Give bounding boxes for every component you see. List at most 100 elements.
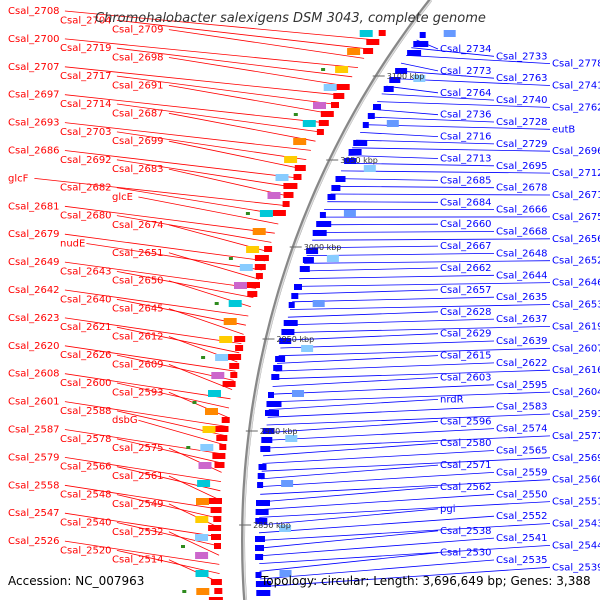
- forward-strand-gene: [306, 248, 319, 254]
- function-category-box: [363, 165, 376, 172]
- forward-strand-gene: [258, 464, 267, 470]
- label-connector: [168, 308, 244, 335]
- kbp-label: 3000 kbp: [304, 243, 342, 252]
- forward-strand-gene: [255, 536, 265, 542]
- gene-label-left: Csal_2703: [60, 127, 112, 138]
- forward-strand-gene: [413, 41, 429, 47]
- gene-label-right: Csal_2762: [552, 102, 600, 113]
- function-category-box: [200, 444, 214, 451]
- gene-label-right: Csal_2574: [496, 424, 548, 435]
- label-connector: [262, 450, 495, 464]
- label-connector: [264, 428, 495, 441]
- label-connector: [64, 233, 265, 262]
- gene-label-left: Csal_2566: [60, 462, 112, 473]
- forward-strand-gene: [383, 86, 394, 92]
- forward-strand-gene: [255, 518, 268, 524]
- label-connector: [116, 522, 220, 547]
- function-category-box: [302, 120, 316, 127]
- gene-label-right: Csal_2764: [440, 88, 492, 99]
- label-connector: [266, 413, 551, 426]
- label-connector: [168, 475, 221, 501]
- gene-label-right: Csal_2535: [496, 555, 548, 566]
- gene-label-left: Csal_2679: [8, 229, 60, 240]
- reverse-strand-gene: [221, 417, 230, 423]
- gene-label-left: Csal_2717: [60, 71, 112, 82]
- function-category-box: [198, 462, 212, 469]
- forward-strand-gene: [255, 572, 262, 578]
- forward-strand-gene: [281, 329, 295, 335]
- label-connector: [138, 196, 279, 225]
- label-connector: [259, 508, 439, 526]
- gene-label-right: Csal_2550: [496, 489, 548, 500]
- gene-label-left: Csal_2698: [112, 53, 164, 64]
- label-connector: [260, 566, 551, 588]
- label-connector: [138, 419, 225, 446]
- accession-text: Accession: NC_007963: [8, 574, 144, 588]
- label-connector: [116, 215, 272, 243]
- label-connector: [168, 140, 303, 170]
- reverse-strand-gene: [283, 192, 294, 198]
- gene-label-right: Csal_2778: [552, 59, 600, 70]
- label-connector: [116, 159, 294, 188]
- label-connector: [283, 326, 551, 333]
- gene-label-left: Csal_2645: [112, 304, 164, 315]
- function-category-box: [443, 30, 456, 37]
- function-category-box: [208, 390, 221, 397]
- gene-label-right: Csal_2733: [496, 51, 548, 62]
- label-connector: [260, 472, 495, 487]
- forward-strand-gene: [407, 50, 422, 56]
- function-category-box: [228, 300, 242, 307]
- label-connector: [64, 457, 222, 482]
- gene-label-left: Csal_2693: [8, 118, 60, 129]
- gene-label-right: Csal_2675: [552, 212, 600, 223]
- label-connector: [259, 552, 439, 572]
- label-connector: [261, 464, 439, 480]
- function-category-box: [197, 480, 211, 487]
- reverse-strand-gene: [227, 354, 242, 360]
- reverse-strand-gene: [212, 453, 226, 459]
- label-connector: [258, 523, 551, 541]
- reverse-strand-gene: [254, 264, 266, 270]
- function-category-box: [215, 354, 229, 361]
- label-connector: [411, 47, 495, 57]
- reverse-strand-gene: [254, 255, 269, 261]
- gene-label-right: Csal_2571: [440, 460, 492, 471]
- forward-strand-gene: [335, 176, 346, 182]
- gene-label-left: Csal_2709: [112, 25, 164, 36]
- label-connector: [116, 550, 220, 574]
- label-connector: [261, 457, 551, 472]
- forward-strand-gene: [275, 356, 286, 362]
- forward-strand-gene: [362, 122, 369, 128]
- label-connector: [116, 47, 353, 78]
- gene-label-right: Csal_2583: [496, 402, 548, 413]
- label-connector: [64, 289, 249, 317]
- label-connector: [271, 384, 495, 395]
- reverse-strand-gene: [378, 30, 386, 36]
- label-connector: [64, 66, 342, 96]
- label-connector: [116, 103, 321, 133]
- gene-label-right: Csal_2667: [440, 241, 492, 252]
- function-category-box: [223, 318, 237, 325]
- reverse-strand-gene: [208, 525, 222, 531]
- gene-label-right: Csal_2538: [440, 526, 492, 537]
- map-title: Chromohalobacter salexigens DSM 3043, co…: [95, 11, 486, 26]
- gene-label-right: Csal_2616: [552, 365, 600, 376]
- forward-strand-gene: [353, 140, 368, 146]
- reverse-strand-gene: [247, 282, 260, 288]
- rna-marker: [182, 590, 187, 593]
- label-connector: [337, 178, 439, 181]
- gene-label-right: Csal_2728: [496, 117, 548, 128]
- gene-label-left: Csal_2514: [112, 555, 164, 566]
- function-category-box: [275, 174, 289, 181]
- gene-label-right: Csal_2695: [496, 161, 548, 172]
- forward-strand-gene: [312, 230, 327, 236]
- function-category-box: [279, 570, 292, 577]
- reverse-strand-gene: [331, 102, 339, 108]
- label-connector: [259, 493, 495, 511]
- gene-label-right: Csal_2541: [496, 533, 548, 544]
- gene-label-left: Csal_2691: [112, 80, 164, 91]
- gene-label-right: Csal_2684: [440, 197, 492, 208]
- forward-strand-gene: [299, 266, 310, 272]
- gene-label-left: Csal_2650: [112, 276, 164, 287]
- forward-strand-gene: [389, 77, 401, 83]
